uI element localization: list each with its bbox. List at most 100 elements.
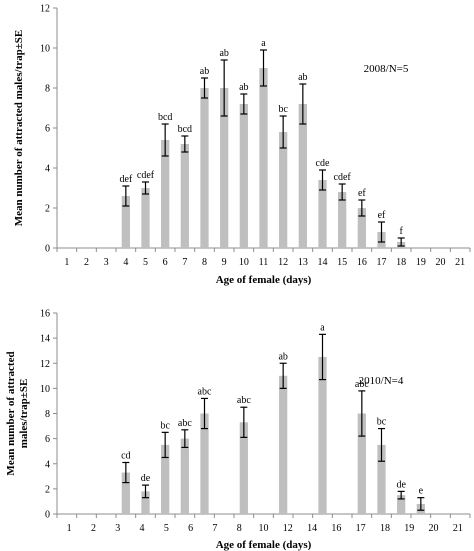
x-tick-label: 2 — [91, 523, 96, 534]
bar-day-6 — [161, 444, 170, 514]
significance-label: def — [119, 174, 132, 185]
x-tick-label: 14 — [307, 523, 317, 534]
bar-day-15 — [338, 192, 347, 248]
bar-day-18 — [397, 495, 406, 514]
bar-day-7 — [180, 144, 189, 248]
significance-label: bc — [377, 417, 387, 428]
x-tick-label: 14 — [318, 257, 328, 268]
y-tick-label: 12 — [40, 359, 50, 370]
y-tick-label: 10 — [40, 384, 50, 395]
x-tick-label: 18 — [396, 257, 406, 268]
x-tick-label: 8 — [237, 523, 242, 534]
significance-label: abc — [237, 395, 251, 406]
x-tick-label: 15 — [337, 257, 347, 268]
bar-day-5 — [141, 491, 150, 514]
x-tick-label: 2 — [84, 257, 89, 268]
significance-label: f — [399, 226, 403, 237]
y-tick-label: 4 — [45, 164, 50, 175]
significance-label: abc — [198, 386, 212, 397]
significance-label: cdef — [137, 170, 155, 181]
x-tick-label: 17 — [377, 257, 387, 268]
significance-label: bc — [160, 420, 170, 431]
y-tick-label: 8 — [45, 84, 50, 95]
x-tick-label: 5 — [164, 523, 169, 534]
significance-label: ef — [378, 210, 386, 221]
x-tick-label: 20 — [429, 523, 439, 534]
x-axis-title: Age of female (days) — [216, 539, 312, 551]
significance-label: ab — [219, 48, 228, 59]
bar-day-13 — [298, 104, 307, 248]
panel-label: 2010/N=4 — [359, 375, 404, 387]
x-tick-label: 7 — [212, 523, 217, 534]
bar-day-10 — [239, 104, 248, 248]
x-tick-label: 11 — [259, 257, 269, 268]
x-tick-label: 8 — [202, 257, 207, 268]
y-tick-label: 16 — [40, 309, 50, 320]
y-tick-label: 0 — [45, 510, 50, 521]
x-tick-label: 13 — [298, 257, 308, 268]
x-tick-label: 9 — [222, 257, 227, 268]
significance-label: e — [419, 486, 424, 497]
y-tick-label: 6 — [45, 434, 50, 445]
x-tick-label: 21 — [455, 257, 465, 268]
significance-label: de — [396, 479, 406, 490]
x-tick-label: 1 — [64, 257, 69, 268]
significance-label: cdef — [334, 172, 352, 183]
significance-label: ab — [239, 82, 248, 93]
y-tick-label: 0 — [45, 244, 50, 255]
x-tick-label: 1 — [67, 523, 72, 534]
x-tick-label: 6 — [188, 523, 193, 534]
x-tick-label: 19 — [404, 523, 414, 534]
significance-label: a — [320, 322, 325, 333]
bar-day-7 — [180, 438, 189, 514]
bar-day-6 — [161, 140, 170, 248]
y-axis-title: males/trap±SE — [18, 379, 30, 449]
panel-label: 2008/N=5 — [364, 63, 409, 75]
x-tick-label: 4 — [140, 523, 145, 534]
significance-label: de — [141, 473, 151, 484]
bar-day-11 — [259, 68, 268, 248]
bar-day-4 — [121, 472, 130, 514]
significance-label: abc — [178, 418, 192, 429]
x-tick-label: 18 — [380, 523, 390, 534]
x-tick-label: 19 — [416, 257, 426, 268]
x-tick-label: 12 — [278, 257, 288, 268]
x-tick-label: 12 — [283, 523, 293, 534]
y-tick-label: 10 — [40, 44, 50, 55]
x-tick-label: 3 — [115, 523, 120, 534]
bar-day-14 — [318, 180, 327, 248]
bar-day-9 — [220, 88, 229, 248]
significance-label: cd — [121, 450, 130, 461]
bar-day-14 — [318, 356, 327, 514]
y-tick-label: 2 — [45, 484, 50, 495]
bar-day-8 — [200, 88, 209, 248]
y-tick-label: 8 — [45, 409, 50, 420]
y-axis-title: Mean number of attracted — [5, 351, 17, 475]
significance-label: bcd — [178, 124, 192, 135]
significance-label: abc — [355, 379, 369, 390]
y-tick-label: 6 — [45, 124, 50, 135]
bar-day-5 — [141, 188, 150, 248]
x-tick-label: 10 — [239, 257, 249, 268]
bar-day-16 — [357, 208, 366, 248]
y-tick-label: 4 — [45, 459, 50, 470]
x-tick-label: 10 — [259, 523, 269, 534]
x-tick-label: 16 — [357, 257, 367, 268]
x-tick-label: 16 — [331, 523, 341, 534]
significance-label: ab — [200, 66, 209, 77]
bar-day-4 — [121, 196, 130, 248]
y-tick-label: 12 — [40, 4, 50, 15]
y-axis-title: Mean number of attracted males/trap±SE — [13, 30, 25, 226]
x-tick-label: 3 — [104, 257, 109, 268]
x-axis-title: Age of female (days) — [216, 274, 312, 286]
y-tick-label: 14 — [40, 334, 50, 345]
significance-label: cde — [316, 158, 330, 169]
bar-day-17 — [377, 444, 386, 514]
significance-label: a — [261, 38, 266, 49]
significance-label: bc — [278, 104, 288, 115]
significance-label: ab — [298, 72, 307, 83]
significance-label: bcd — [158, 112, 172, 123]
